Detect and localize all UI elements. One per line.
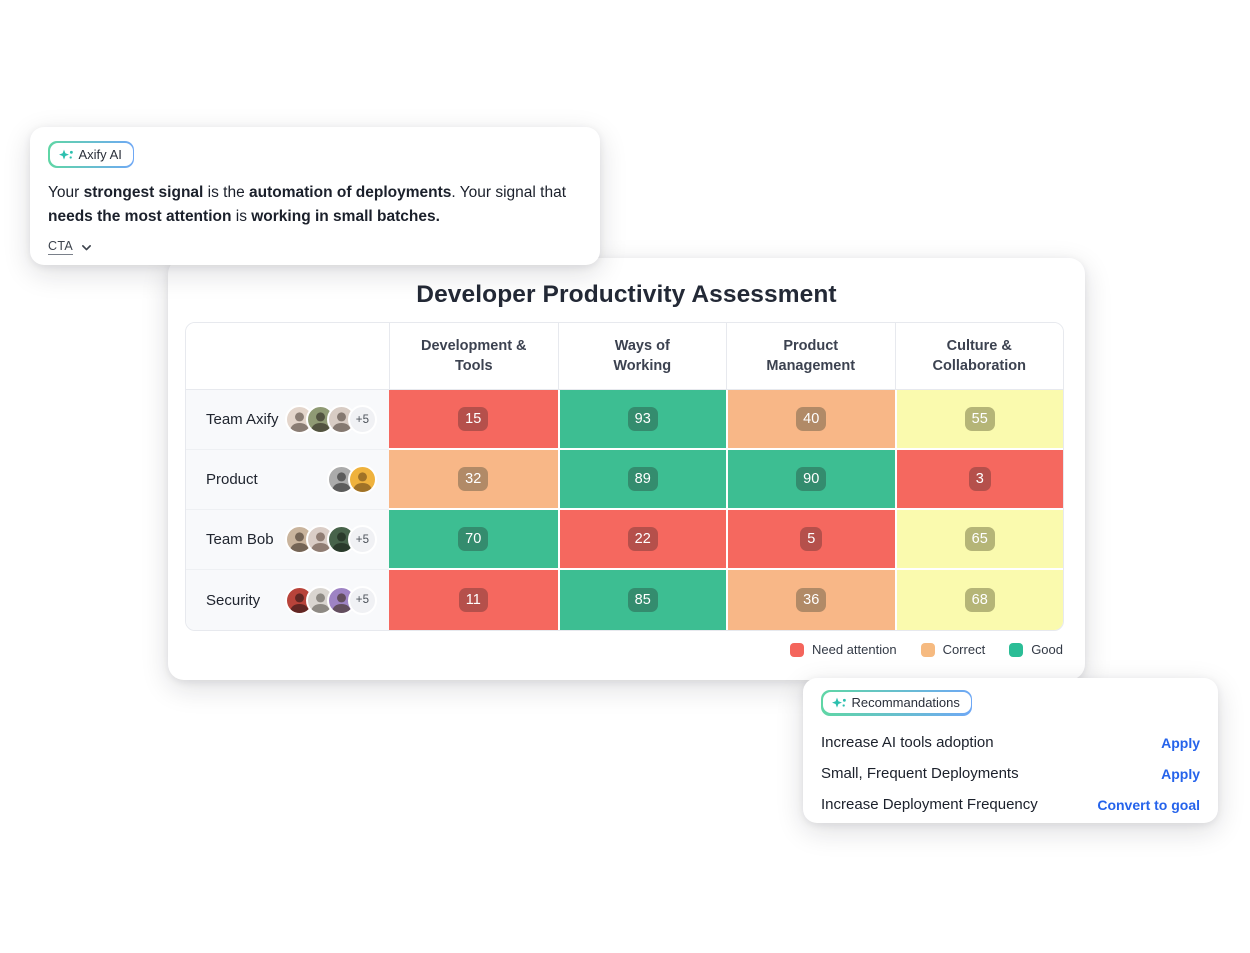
axify-ai-badge: Axify AI [48,141,135,168]
avatar-overflow-count[interactable]: +5 [348,585,377,615]
table-row-label: Team Bob +5 [186,510,389,570]
ai-insight-message: Your strongest signal is the automation … [48,184,567,225]
table-row-label: Product [186,450,389,510]
avatar-overflow-count[interactable]: +5 [348,525,377,554]
need-attention-swatch-icon [789,642,804,657]
ai-insight-card: Axify AI Your strongest signal is the au… [30,127,600,265]
legend-item-need-attention: Need attention [789,642,897,657]
score-cell[interactable]: 55 [894,390,1063,450]
score-badge: 22 [627,527,658,551]
avatar-group[interactable]: +5 [285,405,377,434]
score-cell[interactable]: 85 [557,570,726,630]
recommendations-card: Recommandations Increase AI tools adopti… [803,678,1218,823]
ai-badge-label: Axify AI [78,146,122,162]
recommendation-label: Small, Frequent Deployments [821,765,1019,782]
header-corner-cell [186,323,389,390]
recommendations-badge: Recommandations [821,690,973,716]
assessment-table: Development & Tools Ways of Working Prod… [185,322,1064,631]
apply-button[interactable]: Apply [1161,734,1200,751]
team-name: Product [206,471,258,488]
page-title: Developer Productivity Assessment [416,281,837,308]
score-badge: 65 [964,527,995,551]
score-badge: 32 [458,467,489,491]
good-swatch-icon [1009,642,1024,657]
score-badge: 5 [800,527,823,551]
recommendation-label: Increase AI tools adoption [821,734,994,751]
score-badge: 40 [796,407,827,431]
recommendations-badge-label: Recommandations [851,694,960,710]
sparkle-icon [58,149,73,160]
cta-label[interactable]: CTA [48,239,73,255]
score-cell[interactable]: 70 [389,510,558,570]
score-cell[interactable]: 40 [726,390,895,450]
legend-item-good: Good [1009,642,1063,657]
avatar-overflow-count[interactable]: +5 [348,405,377,434]
table-row-label: Security +5 [186,570,389,630]
score-badge: 3 [968,467,991,491]
score-badge: 55 [964,407,995,431]
score-badge: 68 [964,588,995,612]
score-badge: 15 [458,407,489,431]
team-name: Team Bob [206,531,274,548]
score-cell[interactable]: 15 [389,390,558,450]
recommendations-list: Increase AI tools adoption Apply Small, … [821,727,1200,820]
score-cell[interactable]: 68 [894,570,1063,630]
column-header-product-management: Product Management [726,323,895,390]
list-item: Small, Frequent Deployments Apply [821,758,1200,789]
score-cell[interactable]: 89 [557,450,726,510]
chevron-down-icon [82,244,91,250]
correct-swatch-icon [920,642,935,657]
avatar-group[interactable]: +5 [285,585,377,615]
score-cell[interactable]: 5 [726,510,895,570]
avatar-group[interactable]: +5 [285,525,377,554]
legend: Need attention Correct Good [789,642,1063,657]
score-badge: 89 [627,467,658,491]
column-header-ways-of-working: Ways of Working [557,323,726,390]
column-header-development-tools: Development & Tools [389,323,558,390]
recommendation-label: Increase Deployment Frequency [821,796,1038,813]
cta-toggle[interactable]: CTA [48,239,93,255]
convert-to-goal-button[interactable]: Convert to goal [1097,796,1200,813]
score-cell[interactable]: 90 [726,450,895,510]
score-cell[interactable]: 3 [894,450,1063,510]
score-badge: 85 [627,588,658,612]
score-badge: 90 [796,467,827,491]
score-badge: 36 [796,588,827,612]
avatar [348,465,377,494]
list-item: Increase AI tools adoption Apply [821,727,1200,758]
team-name: Team Axify [206,411,279,428]
table-row-label: Team Axify +5 [186,390,389,450]
score-cell[interactable]: 32 [389,450,558,510]
score-badge: 11 [458,588,488,612]
apply-button[interactable]: Apply [1161,765,1200,782]
score-badge: 93 [627,407,658,431]
sparkle-icon [831,697,846,708]
score-badge: 70 [458,527,489,551]
avatar-group[interactable] [327,465,377,494]
score-cell[interactable]: 65 [894,510,1063,570]
score-cell[interactable]: 22 [557,510,726,570]
legend-item-correct: Correct [920,642,985,657]
column-header-culture-collaboration: Culture & Collaboration [894,323,1063,390]
score-cell[interactable]: 11 [389,570,558,630]
team-name: Security [206,591,261,609]
assessment-card: Developer Productivity Assessment Develo… [168,258,1085,680]
score-cell[interactable]: 93 [557,390,726,450]
list-item: Increase Deployment Frequency Convert to… [821,789,1200,820]
score-cell[interactable]: 36 [726,570,895,630]
